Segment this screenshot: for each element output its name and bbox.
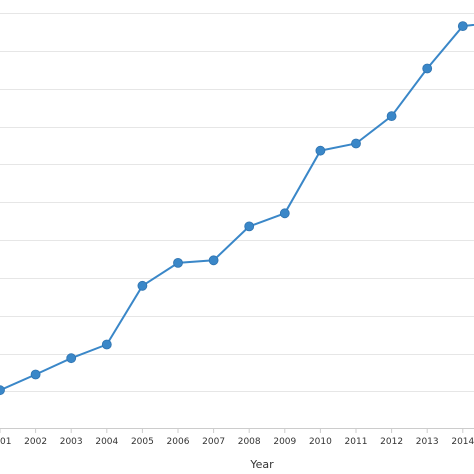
x-tick-label: 2011 [345,437,368,447]
series-group [0,21,474,396]
data-point[interactable] [315,145,326,156]
x-tick-label: 2013 [416,437,439,447]
series-line [0,23,474,392]
data-point[interactable] [457,21,468,32]
data-point[interactable] [351,138,361,149]
data-point[interactable] [422,63,433,74]
x-tick-label: 2008 [238,437,261,447]
data-point[interactable] [66,353,77,364]
x-axis-ticks: 2001 2002 2003 2004 2005 2006 2007 2008 2009 2010… [0,428,474,447]
data-point[interactable] [0,385,5,396]
x-tick-label: 2009 [273,437,296,447]
data-point[interactable] [208,255,219,266]
x-tick-label: 2003 [60,437,83,447]
x-tick-label: 2012 [380,437,403,447]
x-tick-label: 2010 [309,437,332,447]
data-point[interactable] [137,280,148,291]
x-tick-label: 2005 [131,437,154,447]
data-point[interactable] [386,111,397,121]
x-tick-label: 2002 [24,437,47,447]
x-tick-label: 2007 [202,437,225,447]
data-point[interactable] [173,257,183,268]
data-point[interactable] [279,208,290,219]
x-tick-label: 2006 [167,437,190,447]
gridlines [0,13,474,392]
data-point[interactable] [244,221,255,232]
x-axis-title: Year [249,458,274,471]
x-tick-label: 2014 [451,437,474,447]
data-point[interactable] [30,369,41,380]
x-tick-label: 2001 [0,437,11,447]
x-tick-label: 2004 [95,437,118,447]
data-point[interactable] [101,339,112,350]
